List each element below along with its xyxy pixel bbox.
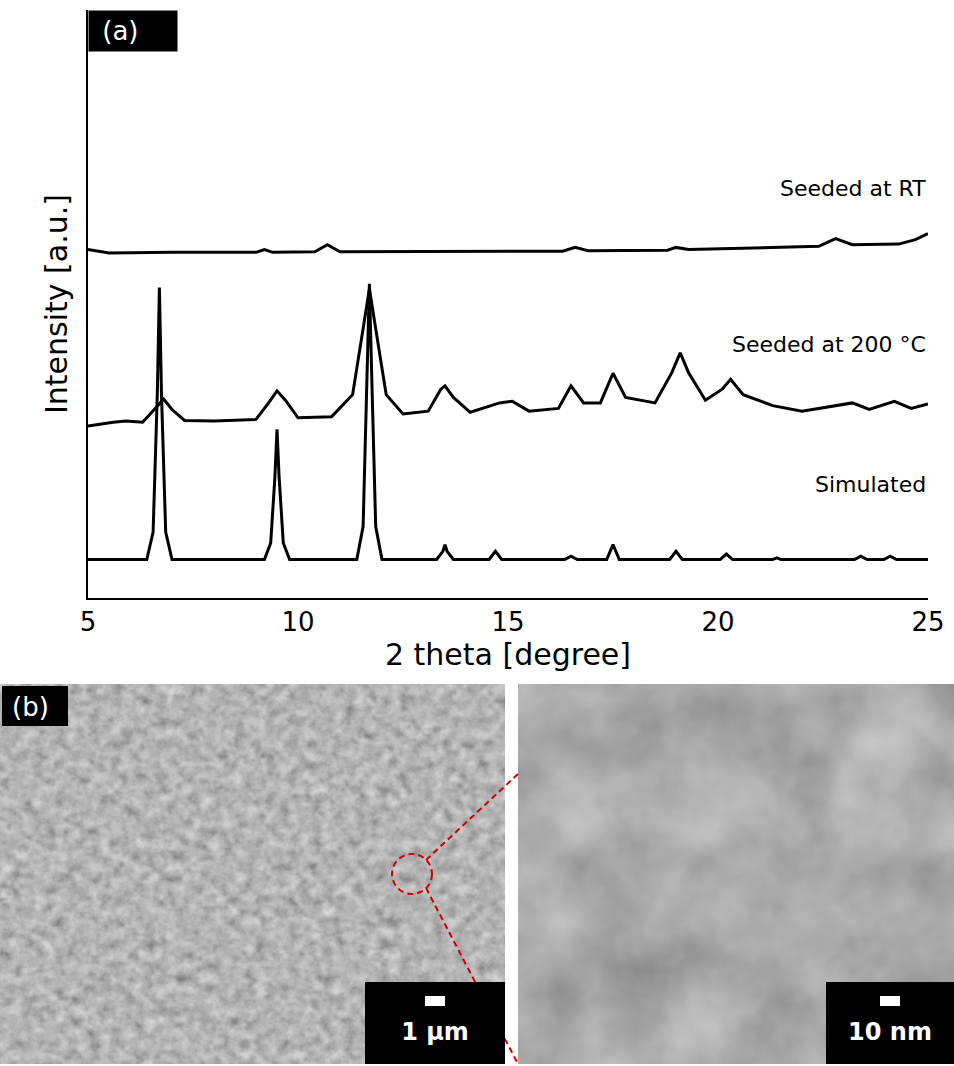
svg-text:Seeded at RT: Seeded at RT — [780, 176, 926, 201]
svg-text:20: 20 — [701, 607, 734, 637]
svg-text:(b): (b) — [12, 692, 49, 722]
svg-text:15: 15 — [491, 607, 524, 637]
svg-text:5: 5 — [80, 607, 97, 637]
svg-text:Intensity [a.u.]: Intensity [a.u.] — [39, 194, 74, 414]
svg-text:25: 25 — [911, 607, 944, 637]
svg-text:1 µm: 1 µm — [401, 1018, 469, 1046]
svg-text:10: 10 — [281, 607, 314, 637]
svg-text:10 nm: 10 nm — [848, 1018, 932, 1046]
svg-text:Simulated: Simulated — [815, 472, 926, 497]
svg-text:(a): (a) — [94, 16, 172, 46]
svg-text:Seeded at 200 °C: Seeded at 200 °C — [732, 332, 926, 357]
svg-text:2 theta [degree]: 2 theta [degree] — [385, 637, 631, 672]
